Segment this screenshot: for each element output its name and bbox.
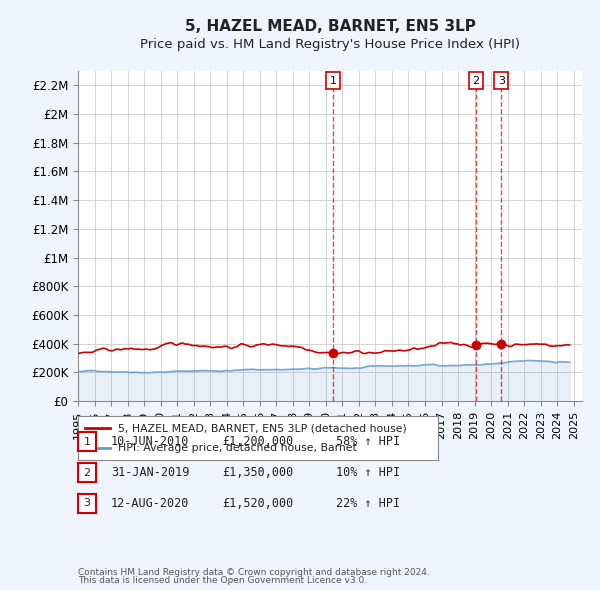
Text: 10-JUN-2010: 10-JUN-2010 [111,435,190,448]
Text: 5, HAZEL MEAD, BARNET, EN5 3LP: 5, HAZEL MEAD, BARNET, EN5 3LP [185,19,475,34]
Text: Price paid vs. HM Land Registry's House Price Index (HPI): Price paid vs. HM Land Registry's House … [140,38,520,51]
Text: 58% ↑ HPI: 58% ↑ HPI [336,435,400,448]
Text: 2: 2 [472,76,479,86]
Text: 22% ↑ HPI: 22% ↑ HPI [336,497,400,510]
Text: 2: 2 [83,468,91,477]
Text: 3: 3 [83,499,91,508]
Text: £1,200,000: £1,200,000 [222,435,293,448]
Text: £1,520,000: £1,520,000 [222,497,293,510]
Text: HPI: Average price, detached house, Barnet: HPI: Average price, detached house, Barn… [118,443,356,453]
Text: £1,350,000: £1,350,000 [222,466,293,479]
Text: 1: 1 [83,437,91,447]
Text: Contains HM Land Registry data © Crown copyright and database right 2024.: Contains HM Land Registry data © Crown c… [78,568,430,577]
Text: 1: 1 [329,76,337,86]
Text: 12-AUG-2020: 12-AUG-2020 [111,497,190,510]
Text: 5, HAZEL MEAD, BARNET, EN5 3LP (detached house): 5, HAZEL MEAD, BARNET, EN5 3LP (detached… [118,424,406,433]
Text: 10% ↑ HPI: 10% ↑ HPI [336,466,400,479]
Text: 3: 3 [497,76,505,86]
Text: 31-JAN-2019: 31-JAN-2019 [111,466,190,479]
Text: This data is licensed under the Open Government Licence v3.0.: This data is licensed under the Open Gov… [78,576,367,585]
